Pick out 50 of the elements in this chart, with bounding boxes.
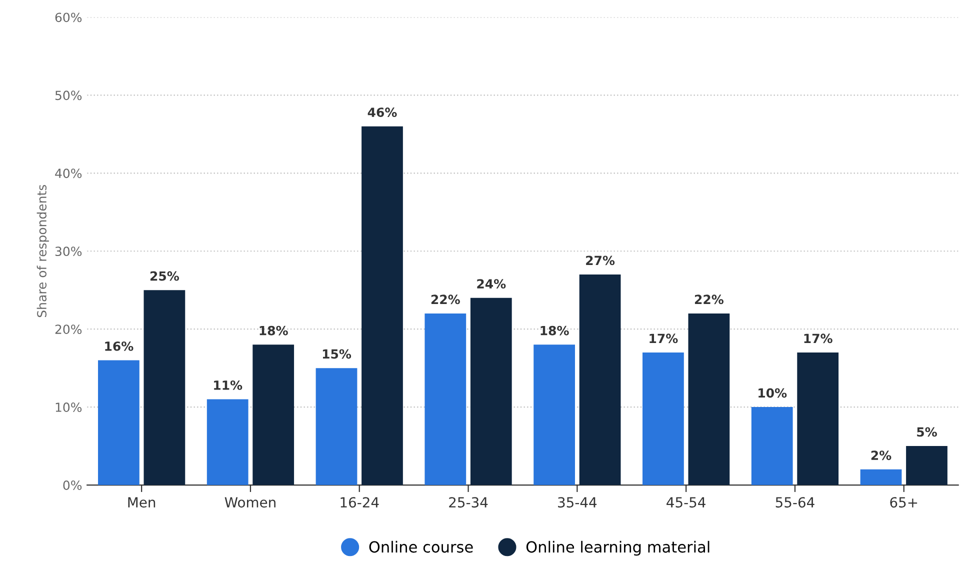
y-tick-label: 40% — [55, 168, 82, 178]
data-label: 17% — [650, 334, 678, 344]
x-tick-label: Women — [224, 497, 276, 508]
data-label: 27% — [586, 256, 615, 266]
data-label: 11% — [214, 380, 242, 390]
bar — [751, 407, 793, 486]
x-tick-label: 25-34 — [449, 497, 488, 508]
legend-label: Online course — [369, 540, 473, 553]
y-tick-label: 30% — [55, 246, 82, 256]
x-tick-label: 65+ — [890, 497, 918, 508]
y-tick-label: 20% — [55, 324, 82, 334]
bar — [206, 399, 248, 486]
data-label: 5% — [917, 427, 937, 437]
bar — [797, 352, 839, 486]
bar — [470, 298, 512, 486]
data-label: 22% — [431, 294, 460, 304]
data-label: 15% — [322, 349, 352, 359]
bar — [688, 314, 730, 486]
legend-label: Online learning material — [526, 540, 710, 556]
y-tick-label: 10% — [56, 402, 82, 412]
data-label: 10% — [758, 388, 787, 398]
bar — [424, 314, 466, 486]
data-label: 16% — [105, 341, 134, 351]
x-tick-label: 16-24 — [340, 497, 379, 508]
y-tick-label: 0% — [63, 480, 82, 490]
bar — [906, 446, 948, 486]
data-label: 25% — [150, 271, 179, 281]
bar — [316, 368, 358, 486]
data-label: 22% — [694, 294, 724, 304]
bar — [252, 344, 294, 486]
y-axis-title: Share of respondents — [36, 184, 49, 318]
data-label: 17% — [804, 334, 832, 344]
bar — [144, 290, 186, 486]
x-tick-label: 55-64 — [776, 497, 814, 508]
data-label: 18% — [540, 326, 569, 336]
data-label: 46% — [368, 108, 397, 118]
data-label: 18% — [260, 326, 288, 336]
y-tick-label: 60% — [55, 12, 82, 22]
data-label: 24% — [477, 279, 506, 289]
x-tick-label: 35-44 — [558, 497, 597, 508]
data-label: 2% — [871, 450, 892, 460]
bar — [98, 360, 140, 486]
x-tick-label: 45-54 — [666, 497, 706, 508]
x-tick-label: Men — [128, 497, 156, 508]
bar — [579, 274, 621, 486]
y-tick-label: 50% — [55, 90, 82, 100]
bar — [860, 469, 902, 486]
bar — [534, 344, 575, 486]
bar — [642, 352, 684, 486]
bar — [362, 126, 403, 486]
